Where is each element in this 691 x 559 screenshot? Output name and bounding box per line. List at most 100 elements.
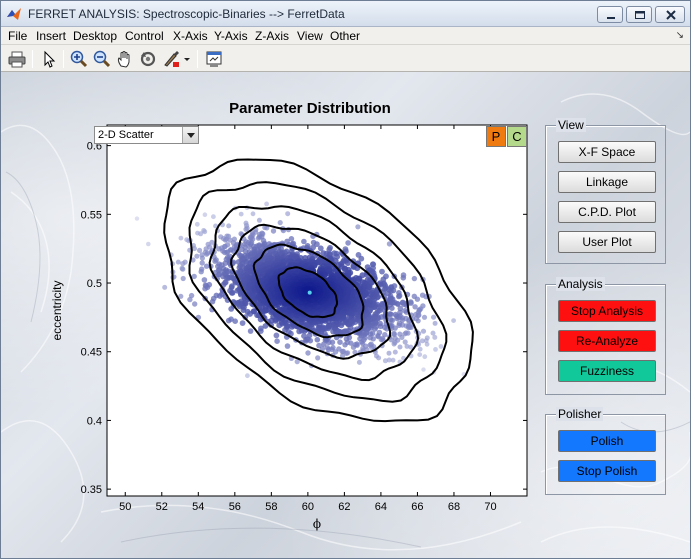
x-tick-label: 50 (119, 501, 131, 513)
x-tick-label: 56 (229, 501, 241, 513)
edit-plot-button[interactable] (204, 49, 224, 69)
scatter-point (355, 224, 361, 230)
c-button[interactable]: C (507, 126, 527, 147)
zoom-out-button[interactable] (92, 49, 112, 69)
scatter-point (400, 299, 406, 306)
scatter-point (340, 348, 346, 354)
title-bar[interactable]: FERRET ANALYSIS: Spectroscopic-Binaries … (1, 1, 690, 27)
contour-line (208, 205, 420, 382)
scatter-point (225, 268, 232, 275)
menu-x-axis[interactable]: X-Axis (173, 29, 208, 43)
menubar-overflow-icon[interactable]: ↘ (675, 30, 684, 41)
scatter-point (354, 341, 360, 347)
y-tick-label: 0.45 (81, 347, 102, 359)
menu-file[interactable]: File (8, 29, 28, 43)
scatter-point (198, 269, 204, 275)
scatter-point (451, 318, 456, 323)
scatter-point (301, 333, 307, 339)
scatter-point (246, 243, 252, 250)
stop-polish-button[interactable]: Stop Polish (558, 460, 656, 482)
scatter-point (247, 328, 254, 334)
scatter-point (433, 347, 438, 352)
scatter-point (417, 352, 423, 357)
peak-marker (307, 290, 312, 295)
analysis-panel-label: Analysis (556, 277, 605, 291)
pan-button[interactable] (115, 49, 135, 69)
scatter-point (273, 332, 280, 339)
contour-line (163, 158, 474, 423)
minimize-icon (607, 17, 615, 19)
scatter-point (178, 293, 184, 299)
scatter-point (376, 329, 383, 336)
scatter-point (344, 260, 351, 266)
re-analyze-button[interactable]: Re-Analyze (558, 330, 656, 352)
scatter-point (396, 290, 402, 296)
scatter-point (408, 344, 414, 350)
maximize-button[interactable] (626, 6, 652, 23)
close-button[interactable] (655, 6, 685, 23)
scatter-axes[interactable]: 50 52 54 56 58 60 62 64 66 68 70 0.35 0.4 0.45 0.5 0.55… (1, 72, 690, 558)
minimize-button[interactable] (597, 6, 623, 23)
x-tick-label: 68 (448, 501, 460, 513)
scatter-point (222, 243, 228, 250)
edit-plot-icon (206, 51, 222, 67)
scatter-point (350, 264, 357, 270)
scatter-point (224, 249, 230, 256)
rotate-3d-button[interactable] (138, 49, 158, 69)
user-plot-button[interactable]: User Plot (558, 231, 656, 253)
toolbar (1, 45, 690, 72)
scatter-point (420, 328, 427, 334)
scatter-point (431, 314, 437, 320)
menu-y-axis[interactable]: Y-Axis (214, 29, 248, 43)
menu-desktop[interactable]: Desktop (73, 29, 118, 43)
y-tick-label: 0.35 (81, 484, 102, 496)
scatter-point (250, 211, 256, 217)
scatter-point (345, 350, 351, 356)
xf-space-button[interactable]: X-F Space (558, 141, 656, 163)
fuzziness-button[interactable]: Fuzziness (558, 360, 656, 382)
polish-button[interactable]: Polish (558, 430, 656, 452)
scatter-point (178, 235, 184, 241)
x-tick-label: 64 (375, 501, 387, 513)
menu-control[interactable]: Control (125, 29, 164, 43)
figure-area: Parameter Distribution 50 52 54 56 58 60 62 64 6… (1, 72, 690, 558)
y-tick-label: 0.5 (87, 278, 102, 290)
scatter-point (385, 290, 392, 297)
print-button[interactable] (7, 49, 27, 69)
zoom-in-button[interactable] (69, 49, 89, 69)
select-tool-button[interactable] (39, 49, 59, 69)
scatter-point (284, 343, 291, 349)
scatter-point (432, 320, 438, 326)
zoom-out-icon (93, 50, 111, 68)
scatter-point (245, 373, 250, 379)
maximize-icon (635, 11, 645, 19)
rotate-icon (140, 51, 156, 67)
menu-view[interactable]: View (297, 29, 323, 43)
scatter-point (232, 318, 238, 324)
scatter-point (382, 332, 388, 338)
linkage-button[interactable]: Linkage (558, 171, 656, 193)
scatter-point (194, 253, 200, 259)
cpd-plot-button[interactable]: C.P.D. Plot (558, 201, 656, 223)
brush-dropdown-button[interactable] (182, 49, 192, 69)
stop-analysis-button[interactable]: Stop Analysis (558, 300, 656, 322)
scatter-point (336, 346, 342, 352)
y-tick-label: 0.55 (81, 209, 102, 221)
contour-line (230, 223, 392, 360)
plot-type-select[interactable]: 2-D Scatter (94, 126, 199, 144)
p-button[interactable]: P (486, 126, 506, 147)
x-tick-label: 54 (192, 501, 204, 513)
scatter-point (411, 293, 417, 299)
menu-insert[interactable]: Insert (36, 29, 67, 43)
menu-other[interactable]: Other (330, 29, 361, 43)
scatter-point (264, 201, 269, 207)
scatter-point (175, 259, 181, 265)
scatter-point (397, 344, 403, 350)
data-brush-button[interactable] (161, 49, 181, 69)
scatter-point (270, 228, 277, 234)
x-axis-label: ϕ (313, 517, 321, 531)
scatter-point (314, 336, 321, 343)
menu-z-axis[interactable]: Z-Axis (255, 29, 289, 43)
scatter-point (411, 275, 418, 282)
